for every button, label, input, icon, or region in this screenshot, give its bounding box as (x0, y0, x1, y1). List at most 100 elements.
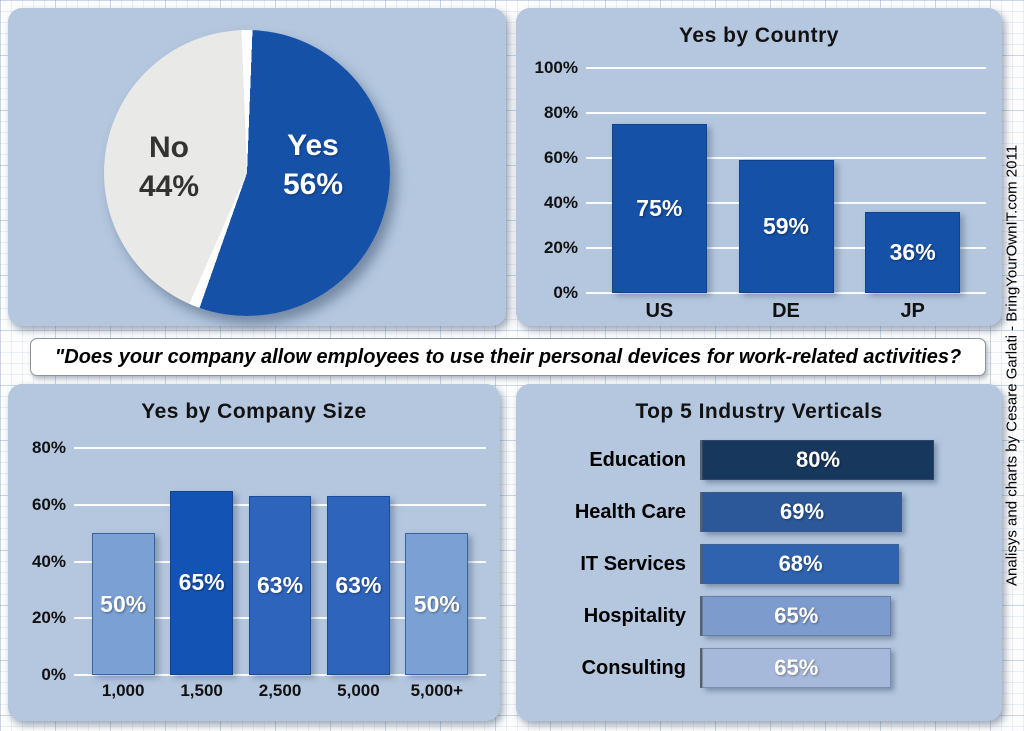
bar-column-5-000: 63% (319, 448, 397, 675)
bar-value-label: 36% (889, 239, 936, 265)
pie-slice-name: No (149, 131, 189, 164)
x-category-label-jp: JP (900, 300, 925, 322)
bar-consulting: 65% (702, 648, 891, 688)
bar-value-label: 68% (778, 551, 823, 576)
industry-label: Consulting (581, 656, 686, 679)
bar-jp: 36% (865, 212, 961, 293)
bar-value-label: 63% (256, 572, 304, 599)
x-category-label-de: DE (772, 300, 800, 322)
x-axis-labels: 1,000 1,500 2,500 5,000 5,000+ (74, 681, 486, 701)
credit-text: Analisys and charts by Cesare Garlati - … (1003, 144, 1021, 587)
industry-row-health-care: Health Care 69% (524, 492, 992, 532)
bar-column-jp: 36% (849, 68, 976, 293)
bar-value-label: 65% (774, 603, 819, 628)
plot: 50% 65% 63% 63% 50% (74, 447, 486, 676)
industry-row-consulting: Consulting 65% (524, 648, 992, 688)
bar-column-2-500: 63% (241, 448, 319, 675)
bar-value-label: 50% (413, 590, 460, 617)
industry-row-it-services: IT Services 68% (524, 544, 992, 584)
y-tick-label-40: 40% (31, 551, 66, 571)
bar-value-label: 75% (636, 195, 683, 222)
pie-label-no: No 44% (94, 128, 244, 206)
chart-title: Yes by Country (679, 24, 839, 47)
y-tick-label-80: 80% (31, 438, 66, 457)
pie-slice-name: Yes (287, 129, 339, 162)
chart-plot-area: 80% 60% 40% 20% 0% 50% 65% 63% 63% 50% (18, 438, 486, 684)
gridline-60 (586, 157, 986, 159)
bar-value-label: 65% (774, 655, 819, 680)
x-category-label-us: US (645, 300, 674, 322)
industry-label: Health Care (574, 500, 686, 523)
bar-hospitality: 65% (702, 596, 891, 636)
gridline-0 (586, 292, 986, 294)
y-tick-label-20: 20% (543, 238, 578, 257)
bar-value-label: 65% (178, 569, 225, 596)
bar-column-de: 59% (723, 68, 850, 293)
bars: 75% 59% 36% (586, 68, 986, 293)
bar-column-1-500: 65% (162, 448, 240, 675)
chart-title: Yes by Company Size (141, 400, 367, 423)
bar-education: 80% (702, 440, 934, 480)
x-category-label-5-000: 5,000 (337, 681, 380, 700)
bar-us: 75% (611, 124, 707, 293)
y-tick-label-80: 80% (543, 103, 578, 122)
gridline-80 (74, 447, 486, 449)
industry-bars: Education 80% Health Care 69% IT Services 68%… (524, 440, 992, 688)
x-category-label-5-000: 5,000+ (410, 681, 464, 700)
y-tick-label-20: 20% (31, 608, 66, 628)
pie-chart (104, 30, 390, 316)
x-category-label-1-000: 1,000 (101, 681, 145, 700)
pie-label-yes: Yes 56% (238, 126, 388, 204)
bar-track: 68% (700, 544, 992, 584)
bar-value-label: 80% (795, 447, 841, 472)
y-tick-label-0: 0% (41, 665, 66, 684)
bar-column-5-000: 50% (398, 448, 476, 675)
bar-5-000: 50% (405, 533, 469, 675)
yes-by-company-size-panel: Yes by Company Size 80% 60% 40% 20% 0% 50% 65… (8, 384, 500, 721)
y-axis: 100% 80% 60% 40% 20% 0% (530, 58, 586, 302)
bar-track: 65% (700, 596, 992, 636)
bar-2-500: 63% (248, 496, 312, 675)
bar-track: 69% (700, 492, 992, 532)
x-axis-labels: US DE JP (586, 300, 986, 323)
bar-health-care: 69% (702, 492, 903, 532)
y-tick-label-60: 60% (543, 148, 578, 167)
bar-1-000: 50% (91, 533, 155, 675)
yes-by-country-panel: Yes by Country 100% 80% 60% 40% 20% 0% 75% 59%… (516, 8, 1002, 326)
y-tick-label-100: 100% (534, 58, 578, 77)
bar-value-label: 63% (335, 572, 382, 599)
gridline-0 (74, 674, 486, 676)
industry-row-education: Education 80% (524, 440, 992, 480)
bars: 50% 65% 63% 63% 50% (74, 448, 486, 675)
bar-value-label: 59% (762, 213, 810, 240)
chart-title: Top 5 Industry Verticals (635, 400, 883, 423)
chart-plot-area: 100% 80% 60% 40% 20% 0% 75% 59% 36% (530, 58, 986, 302)
y-axis: 80% 60% 40% 20% 0% (18, 438, 74, 684)
x-category-label-2-500: 2,500 (258, 681, 302, 700)
industry-label: IT Services (580, 552, 686, 575)
y-tick-label-60: 60% (31, 494, 66, 514)
gridline-80 (586, 112, 986, 114)
y-tick-label-40: 40% (543, 193, 578, 212)
x-category-label-1-500: 1,500 (180, 681, 223, 700)
industry-label: Hospitality (583, 604, 686, 627)
bar-value-label: 69% (780, 499, 825, 524)
bar-track: 65% (700, 648, 992, 688)
bar-track: 80% (700, 440, 992, 480)
bar-it-services: 68% (702, 544, 900, 584)
survey-question-banner: "Does your company allow employees to us… (30, 338, 986, 376)
bar-de: 59% (738, 160, 834, 293)
bar-5-000: 63% (327, 496, 390, 675)
bar-value-label: 50% (100, 590, 147, 617)
top-industry-verticals-panel: Top 5 Industry Verticals Education 80% Hea… (516, 384, 1002, 721)
bar-1-500: 65% (170, 490, 233, 675)
pie-chart-panel: No 44% Yes 56% (8, 8, 506, 326)
gridline-100 (586, 67, 986, 69)
industry-row-hospitality: Hospitality 65% (524, 596, 992, 636)
industry-label: Education (589, 448, 686, 471)
pie-slice-value: 44% (138, 170, 200, 203)
bar-column-us: 75% (596, 68, 723, 293)
pie-slice-value: 56% (282, 168, 344, 201)
bar-column-1-000: 50% (84, 448, 162, 675)
